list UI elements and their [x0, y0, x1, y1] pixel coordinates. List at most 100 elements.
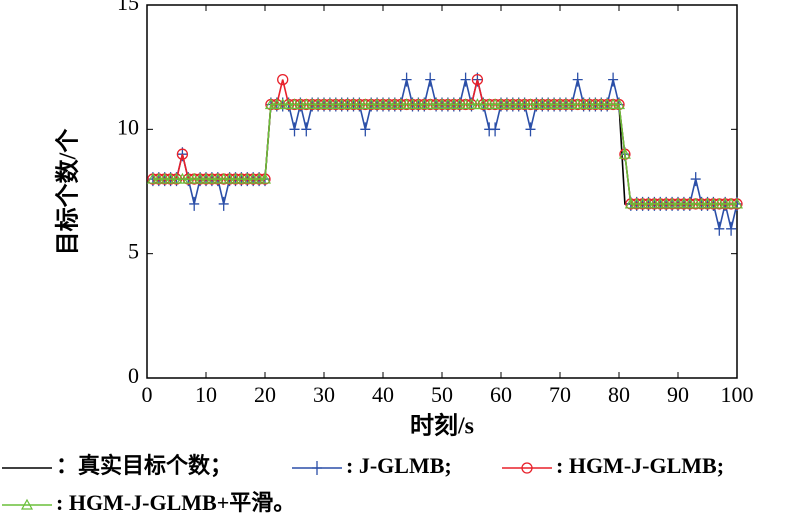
x-tick-label: 100	[721, 382, 754, 407]
data-point	[412, 98, 425, 110]
data-point	[666, 197, 679, 209]
data-point	[542, 98, 555, 110]
data-point	[612, 98, 626, 110]
data-point	[701, 197, 714, 209]
data-point	[229, 172, 242, 184]
data-point	[530, 98, 543, 110]
data-point	[170, 172, 183, 184]
data-point	[683, 197, 696, 209]
data-point	[371, 98, 384, 110]
legend-label: : HGM-J-GLMB;	[556, 453, 724, 478]
x-axis-title: 时刻/s	[410, 412, 474, 440]
data-point	[518, 98, 531, 110]
data-point	[294, 98, 307, 110]
data-point	[494, 98, 508, 110]
data-point	[270, 98, 283, 110]
data-point	[512, 98, 525, 110]
data-point	[618, 147, 631, 159]
data-point	[158, 172, 171, 184]
legend-label: ：真实目标个数；	[56, 453, 232, 478]
data-point	[430, 98, 443, 110]
data-point	[571, 98, 584, 110]
legend-marker	[312, 461, 322, 475]
data-point	[335, 98, 348, 110]
data-point	[648, 197, 661, 209]
data-point	[677, 197, 690, 209]
data-point	[671, 197, 685, 209]
data-point	[441, 98, 454, 110]
data-point	[572, 72, 583, 87]
data-point	[235, 172, 248, 184]
data-point	[241, 172, 254, 184]
data-point	[376, 98, 390, 110]
data-point	[176, 148, 189, 160]
x-tick-label: 70	[549, 382, 571, 407]
data-point	[548, 98, 561, 110]
data-point	[424, 98, 437, 110]
data-point	[282, 98, 295, 110]
data-point	[406, 98, 419, 110]
data-point	[394, 98, 407, 110]
data-point	[276, 98, 289, 110]
data-point	[223, 172, 236, 184]
data-point	[205, 172, 218, 184]
data-point	[312, 98, 325, 110]
data-point	[730, 197, 744, 209]
data-point	[199, 172, 213, 184]
data-point	[211, 172, 224, 184]
data-point	[217, 172, 230, 184]
data-point	[341, 98, 354, 110]
data-point	[382, 98, 395, 110]
x-tick-label: 30	[313, 382, 335, 407]
data-point	[323, 98, 336, 110]
data-point	[360, 122, 371, 137]
data-point	[189, 196, 200, 211]
data-point	[726, 221, 737, 236]
data-point	[660, 197, 673, 209]
data-point	[483, 98, 496, 110]
x-tick-label: 40	[372, 382, 394, 407]
data-point	[447, 98, 460, 110]
data-point	[642, 197, 655, 209]
data-point	[471, 73, 484, 86]
series-line	[152, 103, 737, 205]
y-tick-label: 10	[117, 114, 139, 139]
data-point	[459, 98, 472, 110]
data-point	[595, 98, 608, 110]
data-point	[654, 197, 667, 209]
data-point	[435, 98, 449, 110]
data-point	[317, 98, 331, 110]
data-point	[577, 98, 590, 110]
x-tick-label: 10	[195, 382, 217, 407]
data-point	[218, 196, 229, 211]
data-point	[490, 122, 501, 137]
legend-label: : J-GLMB;	[346, 453, 452, 478]
data-point	[288, 98, 301, 110]
data-point	[365, 98, 378, 110]
data-point	[258, 172, 272, 184]
data-point	[300, 98, 313, 110]
data-point	[306, 98, 319, 110]
x-tick-label: 50	[431, 382, 453, 407]
legend-label: : HGM-J-GLMB+平滑。	[56, 490, 295, 515]
data-point	[565, 98, 578, 110]
data-point	[525, 122, 536, 137]
data-point	[607, 98, 620, 110]
y-axis-title: 目标个数/个	[55, 128, 82, 256]
series-line	[152, 103, 737, 205]
data-point	[601, 98, 614, 110]
data-point	[714, 221, 725, 236]
data-point	[400, 98, 413, 110]
x-tick-label: 0	[142, 382, 153, 407]
data-point	[188, 172, 201, 184]
data-point	[347, 98, 360, 110]
data-point	[589, 98, 602, 110]
series-line	[152, 79, 737, 205]
data-point	[194, 172, 207, 184]
data-point	[401, 72, 412, 87]
data-point	[500, 98, 513, 110]
data-point	[176, 172, 189, 184]
data-point	[359, 98, 372, 110]
data-point	[388, 98, 401, 110]
